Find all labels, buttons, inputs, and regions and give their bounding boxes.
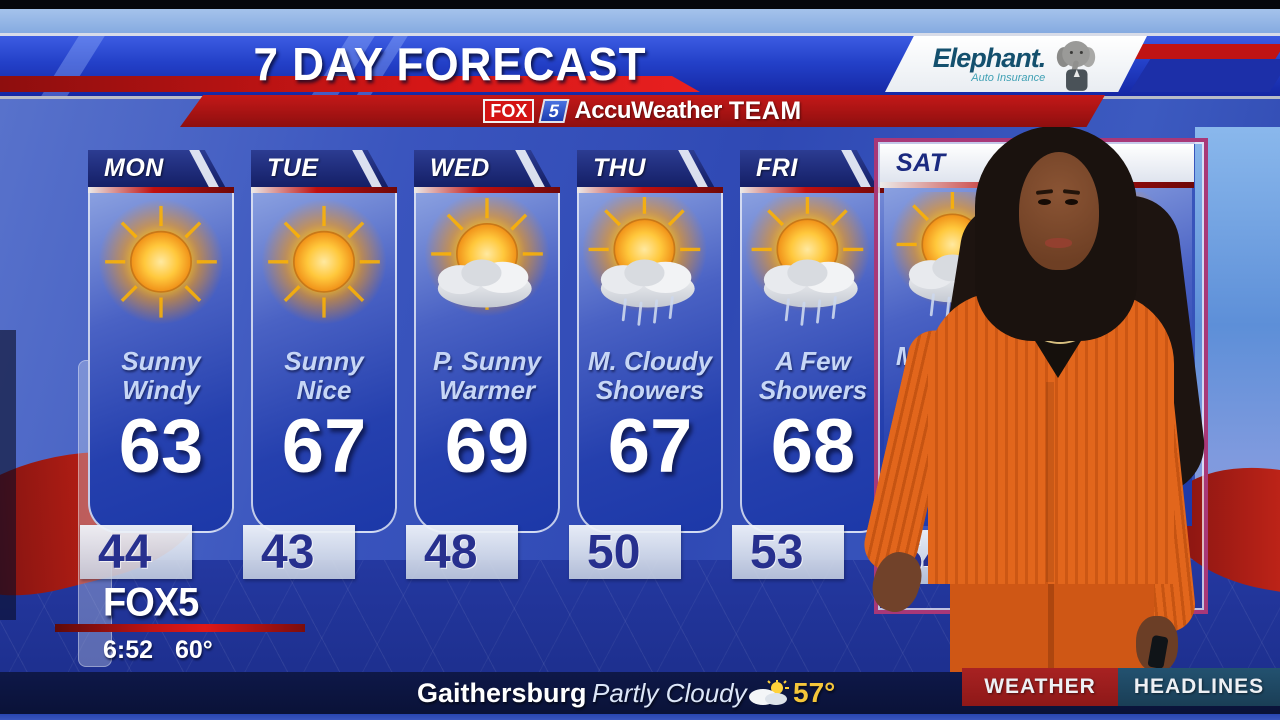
day-header: FRI [740, 150, 886, 187]
ticker-temp: 57° [793, 677, 836, 708]
card-body: Sunny Windy 63 [88, 193, 234, 533]
ticker-location: Gaithersburg [417, 677, 587, 708]
low-temp-strip: 50 [569, 525, 681, 579]
day-header: THU [577, 150, 723, 187]
forecast-card-wed: WED [406, 150, 560, 586]
forecast-card-sat: M. Cloudy Showers [884, 181, 1032, 526]
page-title: 7 DAY FORECAST [253, 38, 647, 91]
low-temp: 43 [261, 525, 315, 579]
low-temp-strip: 48 [406, 525, 518, 579]
low-temp: 50 [587, 525, 641, 579]
bottom-strip [0, 714, 1280, 720]
five-logo: 5 [538, 99, 570, 123]
forecast-card-fri: FRI [732, 150, 886, 586]
weekend-highlight-frame: SAT [874, 138, 1208, 614]
low-temp-strip: 53 [732, 525, 844, 579]
high-temp: 69 [444, 404, 530, 490]
day-header: TUE [251, 150, 397, 187]
high-temp: 63 [118, 404, 204, 490]
day-header: MON [88, 150, 234, 187]
accuweather-banner: FOX 5 AccuWeather TEAM [180, 95, 1105, 127]
partly-sunny-icon [420, 191, 554, 331]
low-temp: 54 [896, 530, 950, 584]
forecast-card-thu: THU [569, 150, 723, 586]
low-temp-strip: 54 [878, 530, 988, 584]
condition-line1: A Few [775, 346, 851, 376]
condition-line1: Sunny [121, 346, 201, 376]
low-temp: 48 [424, 525, 478, 579]
showers-icon [889, 181, 1025, 326]
station-rule [55, 624, 305, 632]
sunny-icon [257, 197, 391, 331]
header-stripe [414, 187, 560, 193]
condition-line2: Nice [296, 375, 352, 406]
studio-left-edge [0, 330, 16, 620]
right-red-stripe [1123, 44, 1280, 59]
station-bug: FOX5 6:52 60° [55, 580, 305, 667]
current-temp: 60° [175, 636, 213, 664]
condition-line1: M. Cloudy [587, 346, 713, 376]
low-temp: 53 [750, 525, 804, 579]
weather-button[interactable]: WEATHER [962, 668, 1118, 706]
day-label: MON [104, 154, 164, 182]
accuweather-label: AccuWeather [574, 97, 722, 124]
condition-line2: Showers [595, 375, 705, 406]
card-body: A Few Showers 68 [740, 186, 886, 533]
headlines-button[interactable]: HEADLINES [1118, 668, 1280, 706]
fox-logo: FOX [483, 99, 535, 123]
right-blue-stripe [1129, 59, 1280, 92]
card-body: Sunny Nice 67 [251, 193, 397, 533]
high-temp: 67 [281, 404, 367, 490]
day-label: SAT [896, 148, 946, 177]
high-temp: 67 [607, 404, 693, 490]
day-label: WED [430, 154, 490, 182]
header-stripe [251, 187, 397, 193]
condition-line2: Windy [122, 375, 200, 406]
sponsor-tagline: Auto Insurance [971, 71, 1046, 84]
high-temp: 68 [770, 404, 856, 490]
condition-line1: P. Sunny [433, 346, 541, 376]
condition-line1: Sunny [284, 346, 364, 376]
header-stripe [740, 187, 886, 193]
day-label: THU [593, 154, 646, 182]
banner-red-stripe [0, 76, 700, 92]
card-body: M. Cloudy Showers 67 [577, 186, 723, 533]
showers-icon [581, 186, 717, 331]
team-label: TEAM [728, 96, 802, 125]
day-label: FRI [756, 154, 798, 182]
sunny-icon [94, 197, 228, 331]
low-temp: 44 [98, 525, 152, 579]
showers-icon [744, 186, 880, 331]
elephant-icon [1057, 41, 1096, 91]
sponsor-name: Elephant. [932, 42, 1047, 73]
condition-line2: Showers [758, 375, 868, 406]
header-stripe [88, 187, 234, 193]
condition-line2: Warmer [438, 375, 536, 406]
station-logo: FOX5 [103, 580, 199, 626]
forecast-card-tue: TUE [243, 150, 397, 586]
clock: 6:52 [103, 636, 154, 664]
partly-cloudy-icon [748, 680, 790, 711]
forecast-card-mon: MON [80, 150, 234, 586]
forecast-card-next [1042, 181, 1192, 526]
condition-line2: Showers [903, 370, 1013, 401]
low-temp-strip: 43 [243, 525, 355, 579]
header-stripe [577, 187, 723, 193]
day-label: TUE [267, 154, 319, 182]
card-body: P. Sunny Warmer 69 [414, 191, 560, 533]
weekend-day-header: SAT [880, 144, 1194, 182]
day-header: WED [414, 150, 560, 187]
condition-line1: M. Cloudy [895, 341, 1021, 371]
low-temp-strip: 44 [80, 525, 192, 579]
showers-icon [1048, 181, 1184, 326]
top-letterbox [0, 0, 1280, 9]
sponsor-banner: Elephant. Auto Insurance [885, 36, 1147, 92]
ticker-condition: Partly Cloudy [592, 677, 747, 708]
